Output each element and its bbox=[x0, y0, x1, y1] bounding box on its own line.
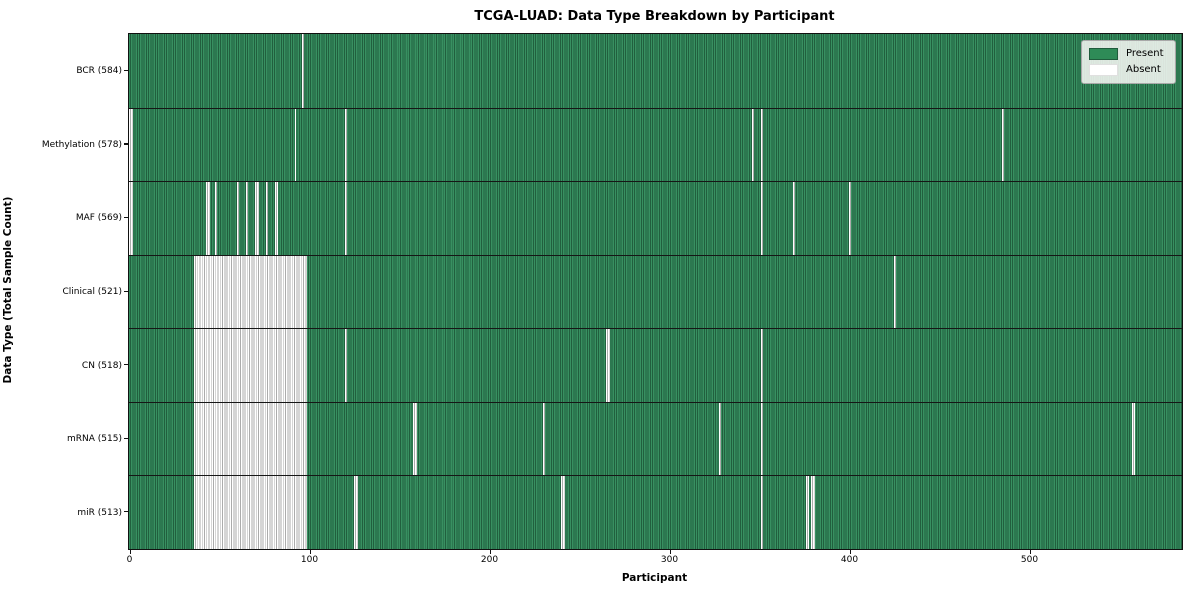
absent-stripe bbox=[193, 475, 308, 549]
absent-stripe bbox=[193, 254, 308, 329]
heatmap-row-methylation bbox=[129, 107, 1182, 182]
absent-stripe bbox=[301, 34, 304, 108]
absent-stripe bbox=[1002, 107, 1004, 182]
absent-stripe bbox=[751, 107, 754, 182]
absent-stripe bbox=[129, 181, 133, 255]
heatmap-plot-area bbox=[128, 33, 1183, 550]
absent-stripe bbox=[129, 107, 133, 182]
heatmap-row-clinical bbox=[129, 254, 1182, 329]
xtick-label-200: 200 bbox=[480, 555, 499, 565]
absent-stripe bbox=[760, 107, 763, 182]
absent-stripe bbox=[215, 181, 218, 255]
heatmap-row-maf bbox=[129, 181, 1182, 255]
absent-stripe bbox=[849, 181, 851, 255]
heatmap-row-cn bbox=[129, 328, 1182, 402]
absent-stripe bbox=[543, 401, 545, 476]
absent-stripe bbox=[345, 181, 347, 255]
xtick-label-100: 100 bbox=[300, 555, 319, 565]
absent-stripe bbox=[193, 401, 308, 476]
absent-stripe bbox=[294, 107, 297, 182]
legend-entry-absent: Absent bbox=[1089, 62, 1167, 78]
xtick-mark bbox=[849, 549, 851, 554]
absent-stripe bbox=[345, 107, 347, 182]
ytick-mark bbox=[124, 290, 128, 292]
xtick-mark bbox=[669, 549, 671, 554]
absent-stripe bbox=[760, 475, 763, 549]
xtick-label-500: 500 bbox=[1020, 555, 1039, 565]
ytick-label-maf: MAF (569) bbox=[75, 213, 122, 224]
absent-stripe bbox=[193, 328, 308, 402]
heatmap-row-mrna bbox=[129, 401, 1182, 476]
legend-label-absent: Absent bbox=[1126, 64, 1161, 75]
absent-stripe bbox=[1131, 401, 1136, 476]
absent-stripe bbox=[413, 401, 417, 476]
xtick-label-0: 0 bbox=[126, 555, 133, 565]
row-divider bbox=[129, 475, 1182, 477]
xtick-mark bbox=[309, 549, 311, 554]
absent-stripe bbox=[274, 181, 279, 255]
absent-stripe bbox=[760, 181, 763, 255]
row-divider bbox=[129, 107, 1182, 109]
row-divider bbox=[129, 328, 1182, 330]
absent-swatch-icon bbox=[1089, 64, 1118, 76]
present-swatch-icon bbox=[1089, 48, 1118, 60]
ytick-label-mrna: mRNA (515) bbox=[67, 434, 122, 445]
ytick-mark bbox=[124, 216, 128, 219]
absent-stripe bbox=[805, 475, 810, 549]
ytick-label-clinical: Clinical (521) bbox=[62, 287, 122, 297]
absent-stripe bbox=[345, 328, 347, 402]
xtick-label-300: 300 bbox=[660, 555, 679, 565]
ytick-label-methylation: Methylation (578) bbox=[41, 139, 122, 150]
absent-stripe bbox=[206, 181, 210, 255]
chart-title: TCGA-LUAD: Data Type Breakdown by Partic… bbox=[474, 9, 835, 24]
absent-stripe bbox=[354, 475, 358, 549]
absent-stripe bbox=[255, 181, 259, 255]
absent-stripe bbox=[760, 401, 763, 476]
xtick-mark bbox=[129, 549, 131, 554]
absent-stripe bbox=[894, 254, 896, 329]
xtick-mark bbox=[1029, 549, 1031, 554]
ytick-mark bbox=[124, 511, 128, 513]
absent-stripe bbox=[561, 475, 565, 549]
ytick-mark bbox=[124, 69, 128, 71]
x-axis-title: Participant bbox=[621, 572, 688, 584]
absent-stripe bbox=[811, 475, 815, 549]
absent-stripe bbox=[237, 181, 239, 255]
ytick-label-bcr: BCR (584) bbox=[76, 66, 122, 77]
heatmap-row-bcr bbox=[129, 34, 1182, 108]
absent-stripe bbox=[760, 328, 763, 402]
row-divider bbox=[129, 401, 1182, 403]
absent-stripe bbox=[793, 181, 795, 255]
absent-stripe bbox=[719, 401, 722, 476]
xtick-mark bbox=[489, 549, 491, 554]
absent-stripe bbox=[265, 181, 268, 255]
ytick-mark bbox=[124, 364, 128, 366]
ytick-label-mir: miR (513) bbox=[77, 507, 122, 518]
row-divider bbox=[129, 181, 1182, 183]
ytick-mark bbox=[124, 437, 128, 439]
xtick-label-400: 400 bbox=[840, 555, 859, 565]
legend-entry-present: Present bbox=[1089, 46, 1167, 62]
legend-label-present: Present bbox=[1126, 48, 1164, 59]
absent-stripe bbox=[606, 328, 610, 402]
absent-stripe bbox=[246, 181, 248, 255]
row-divider bbox=[129, 254, 1182, 256]
ytick-mark bbox=[124, 143, 128, 145]
legend: Present Absent bbox=[1081, 40, 1176, 84]
ytick-label-cn: CN (518) bbox=[81, 360, 122, 371]
heatmap-row-mir bbox=[129, 475, 1182, 549]
